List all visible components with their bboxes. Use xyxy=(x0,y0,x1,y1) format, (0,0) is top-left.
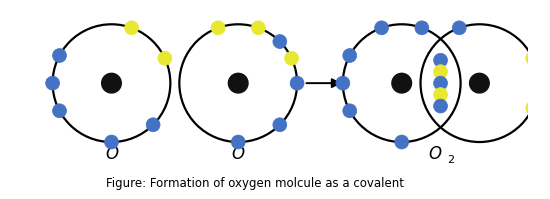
Circle shape xyxy=(433,76,448,90)
Circle shape xyxy=(433,65,448,79)
Circle shape xyxy=(343,104,357,118)
Circle shape xyxy=(526,101,540,115)
Circle shape xyxy=(375,21,388,35)
Text: O: O xyxy=(105,145,118,163)
Circle shape xyxy=(336,76,350,90)
Text: O: O xyxy=(232,145,245,163)
Circle shape xyxy=(125,21,139,35)
Circle shape xyxy=(102,73,122,93)
Circle shape xyxy=(433,88,448,101)
Circle shape xyxy=(251,21,265,35)
Circle shape xyxy=(46,76,59,90)
Circle shape xyxy=(343,49,357,62)
Text: 2: 2 xyxy=(447,155,454,165)
Circle shape xyxy=(211,21,225,35)
Circle shape xyxy=(395,135,409,149)
Text: O: O xyxy=(428,145,441,163)
Circle shape xyxy=(433,53,448,67)
Circle shape xyxy=(290,76,304,90)
Circle shape xyxy=(273,35,287,49)
Circle shape xyxy=(531,76,545,90)
Circle shape xyxy=(452,21,466,35)
Circle shape xyxy=(273,118,287,132)
Circle shape xyxy=(146,118,160,132)
Circle shape xyxy=(392,73,411,93)
Circle shape xyxy=(433,99,448,113)
Circle shape xyxy=(53,104,67,118)
Text: Figure: Formation of oxygen molcule as a covalent: Figure: Formation of oxygen molcule as a… xyxy=(106,177,404,190)
Circle shape xyxy=(53,49,67,62)
Circle shape xyxy=(284,51,299,65)
Circle shape xyxy=(526,51,540,65)
Circle shape xyxy=(231,135,245,149)
Circle shape xyxy=(104,135,118,149)
Circle shape xyxy=(415,21,429,35)
Circle shape xyxy=(470,73,489,93)
Circle shape xyxy=(228,73,248,93)
Circle shape xyxy=(158,51,172,65)
